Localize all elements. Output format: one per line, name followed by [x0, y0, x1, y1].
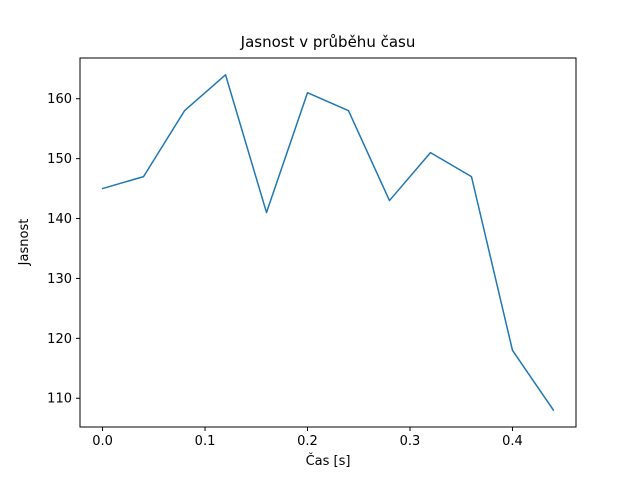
- brightness-line-series: [101, 74, 555, 411]
- x-tick-label: 0.2: [297, 434, 318, 449]
- x-tick-label: 0.3: [400, 434, 421, 449]
- y-tick-label: 120: [47, 332, 72, 347]
- axis-ticks: [76, 98, 513, 431]
- plot-area: [80, 58, 576, 427]
- y-tick-label: 150: [47, 152, 72, 167]
- y-tick-label: 160: [47, 92, 72, 107]
- chart-title: Jasnost v průběhu času: [240, 33, 416, 51]
- data-series: [101, 74, 555, 411]
- y-tick-label: 130: [47, 272, 72, 287]
- x-tick-label: 0.1: [195, 434, 216, 449]
- axis-tick-labels: 0.0 0.1 0.2 0.3 0.4 110 120 130 140 150 160: [47, 92, 523, 449]
- plot-spines: [79, 57, 577, 428]
- y-tick-label: 110: [47, 392, 72, 407]
- x-tick-label: 0.4: [502, 434, 523, 449]
- y-tick-label: 140: [47, 212, 72, 227]
- y-axis-label: Jasnost: [17, 219, 32, 267]
- x-tick-label: 0.0: [92, 434, 113, 449]
- x-axis-label: Čas [s]: [306, 453, 351, 469]
